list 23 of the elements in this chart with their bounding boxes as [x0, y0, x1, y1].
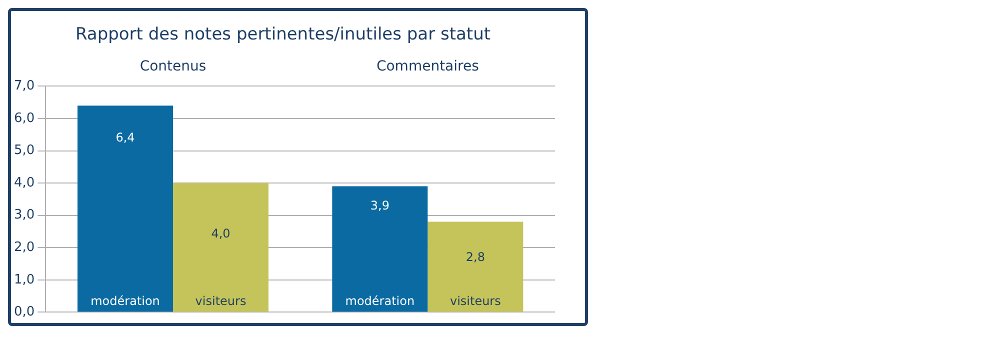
bar — [173, 183, 269, 312]
y-tick-label: 5,0 — [14, 143, 35, 158]
y-tick-label: 4,0 — [14, 175, 35, 190]
x-tick-label: Commentaires — [376, 58, 479, 74]
series-label: modération — [90, 294, 160, 308]
y-tick-label: 1,0 — [14, 272, 35, 288]
data-label: 2,8 — [466, 250, 485, 264]
data-label: 6,4 — [116, 130, 135, 145]
y-tick-label: 3,0 — [14, 208, 35, 223]
bar — [332, 186, 428, 312]
y-tick-label: 7,0 — [14, 78, 35, 94]
x-tick-label: Contenus — [140, 58, 206, 74]
bar — [78, 106, 174, 312]
chart-title: Rapport des notes pertinentes/inutiles par statut — [75, 24, 491, 45]
y-tick-label: 0,0 — [14, 304, 35, 320]
y-tick-label: 2,0 — [14, 240, 35, 256]
data-label: 4,0 — [211, 226, 230, 241]
text: modération — [345, 294, 415, 308]
data-label: 3,9 — [370, 198, 390, 212]
bar — [428, 222, 524, 312]
y-tick-label: 6,0 — [14, 110, 35, 126]
text: visiteurs — [450, 294, 501, 308]
series-label: visiteurs — [195, 294, 246, 308]
